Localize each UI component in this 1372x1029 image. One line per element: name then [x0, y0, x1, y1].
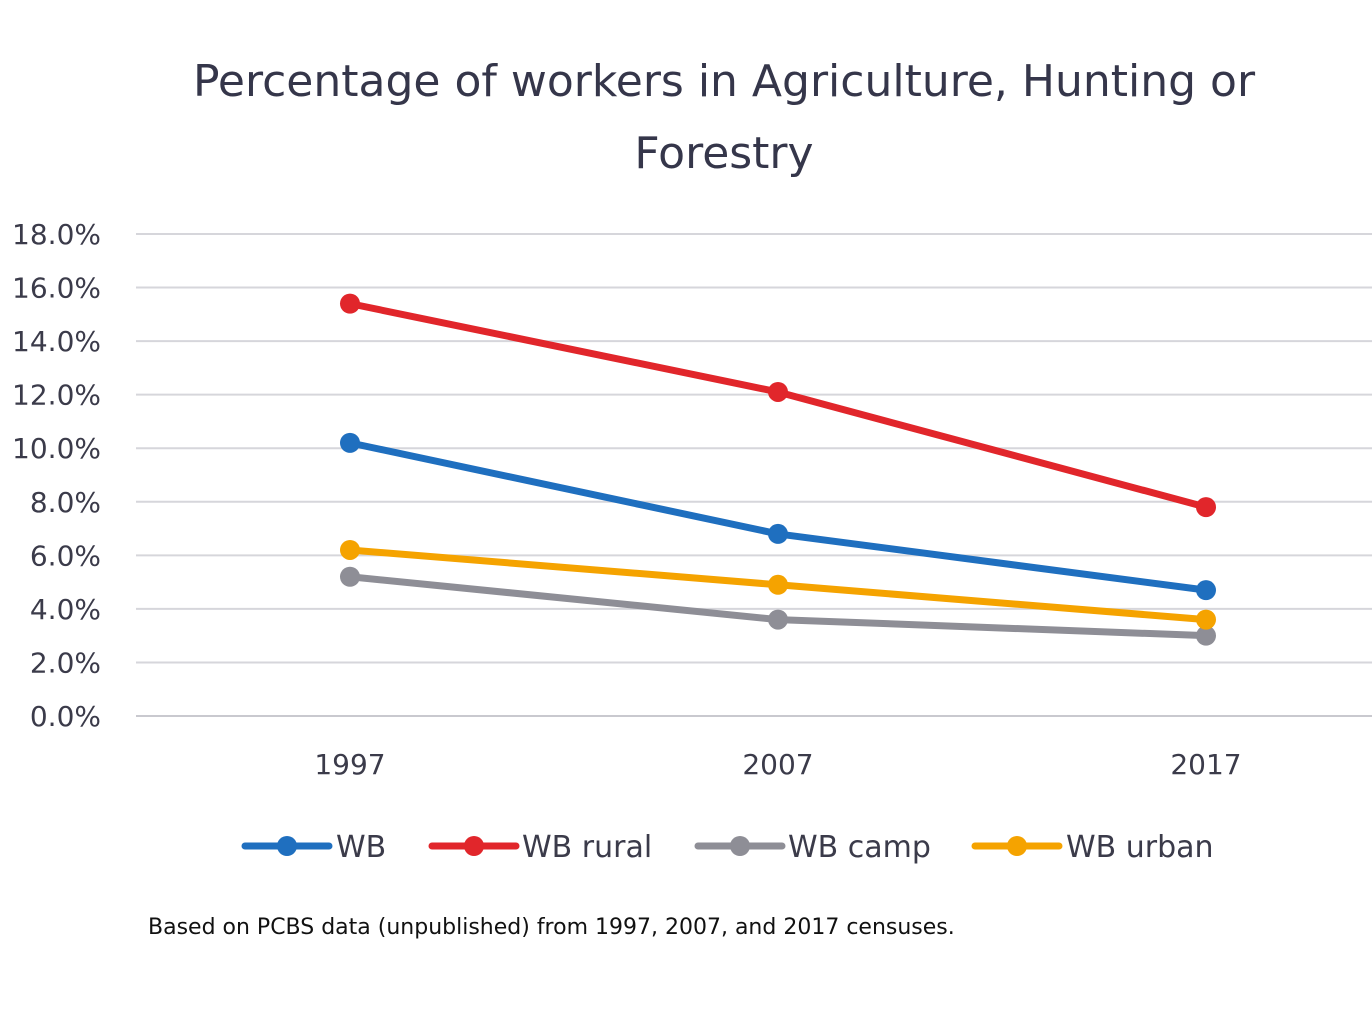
data-point [768, 574, 788, 595]
series-wb-rural [340, 293, 1216, 518]
chart-title-line-1: Percentage of workers in Agriculture, Hu… [193, 56, 1256, 107]
series-wb-camp [340, 566, 1216, 646]
y-tick-label: 2.0% [30, 646, 101, 679]
legend-item-wb: WB [241, 830, 386, 865]
series-wb [340, 432, 1216, 601]
data-point [768, 609, 788, 630]
y-tick-label: 8.0% [30, 486, 101, 519]
x-tick-label: 2017 [1170, 748, 1241, 781]
legend-label: WB camp [788, 830, 931, 865]
chart-title-line-2: Forestry [634, 128, 813, 179]
x-tick-label: 1997 [314, 748, 385, 781]
data-point [768, 523, 788, 544]
source-note: Based on PCBS data (unpublished) from 19… [148, 915, 955, 940]
series-line [346, 300, 1210, 511]
legend-swatch-marker [730, 836, 750, 856]
legend: WB WB rural WB camp WB urban [241, 830, 1214, 865]
data-point [340, 293, 360, 314]
data-point [1196, 580, 1216, 601]
data-point [1196, 625, 1216, 646]
y-tick-label: 6.0% [30, 539, 101, 572]
y-axis-ticks: 0.0% 2.0% 4.0% 6.0% 8.0% 10.0% 12.0% 14.0% 16.0%… [12, 218, 101, 733]
data-point [340, 432, 360, 453]
x-tick-label: 2007 [742, 748, 813, 781]
y-tick-label: 12.0% [12, 379, 101, 412]
legend-item-wb-camp: WB camp [694, 830, 931, 865]
legend-swatch-marker [1007, 836, 1027, 856]
legend-item-wb-urban: WB urban [971, 830, 1214, 865]
legend-label: WB rural [522, 830, 652, 865]
y-tick-label: 18.0% [12, 218, 101, 251]
y-tick-label: 0.0% [30, 700, 101, 733]
y-tick-label: 16.0% [12, 272, 101, 305]
legend-item-wb-rural: WB rural [428, 830, 652, 865]
legend-label: WB urban [1066, 830, 1214, 865]
series-wb-urban [340, 539, 1216, 630]
x-axis-ticks: 1997 2007 2017 [314, 748, 1241, 781]
data-point [768, 381, 788, 402]
series-line [346, 439, 1210, 594]
legend-swatch-marker [277, 836, 297, 856]
data-point [340, 566, 360, 587]
data-point [1196, 609, 1216, 630]
y-tick-label: 10.0% [12, 432, 101, 465]
legend-label: WB [336, 830, 386, 865]
gridlines [136, 233, 1372, 717]
y-tick-label: 14.0% [12, 325, 101, 358]
series-lines [340, 293, 1216, 646]
legend-swatch-marker [464, 836, 484, 856]
y-tick-label: 4.0% [30, 593, 101, 626]
data-point [1196, 497, 1216, 518]
data-point [340, 539, 360, 560]
